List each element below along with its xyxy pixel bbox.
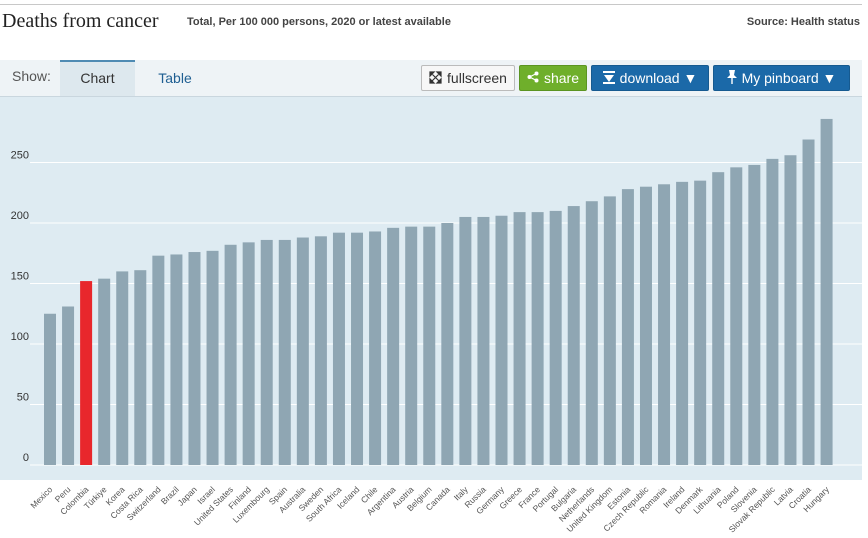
bar-mexico[interactable] [44, 313, 56, 465]
page-subtitle: Total, Per 100 000 persons, 2020 or late… [187, 16, 451, 28]
x-category-label: Mexico [28, 484, 54, 510]
bar-belgium[interactable] [423, 226, 436, 465]
bar-austria[interactable] [405, 226, 418, 465]
bar-spain[interactable] [278, 239, 291, 465]
download-arrow-icon [602, 70, 615, 86]
bar-south-africa[interactable] [332, 232, 345, 465]
top-rule [0, 4, 862, 5]
bar-sweden[interactable] [314, 236, 327, 465]
x-category-label: Japan [175, 484, 199, 508]
pin-icon [726, 70, 737, 86]
bar-united-kingdom[interactable] [603, 196, 616, 465]
share-nodes-icon [527, 71, 539, 85]
bar-romania[interactable] [658, 184, 671, 465]
bar-france[interactable] [531, 212, 544, 465]
bar-israel[interactable] [206, 250, 219, 465]
bar-colombia[interactable] [80, 281, 93, 465]
bar-italy[interactable] [459, 216, 472, 465]
show-label: Show: [12, 68, 51, 84]
bar-japan[interactable] [188, 252, 201, 465]
bar-united-states[interactable] [224, 244, 237, 465]
fullscreen-button[interactable]: fullscreen [421, 65, 515, 91]
bar-czech-republic[interactable] [639, 186, 652, 465]
bar-lithuania[interactable] [712, 172, 725, 465]
bar-finland[interactable] [242, 242, 255, 465]
bar-costa-rica[interactable] [134, 270, 147, 465]
bar-estonia[interactable] [621, 189, 634, 465]
bar-denmark[interactable] [694, 180, 707, 465]
bar-switzerland[interactable] [152, 255, 165, 465]
bar-slovak-republic[interactable] [766, 158, 779, 465]
bar-slovenia[interactable] [748, 164, 761, 466]
chart-toolbar: Show: Chart Table fullscreen share downl… [0, 60, 862, 97]
bar-croatia[interactable] [802, 139, 815, 465]
bar-t-rkiye[interactable] [98, 278, 111, 465]
bar-hungary[interactable] [820, 118, 833, 465]
share-button[interactable]: share [519, 65, 587, 91]
bar-chile[interactable] [369, 231, 382, 465]
bar-peru[interactable] [62, 306, 75, 465]
page-title: Deaths from cancer [2, 10, 159, 32]
bar-portugal[interactable] [549, 210, 562, 465]
bar-luxembourg[interactable] [260, 239, 273, 465]
bar-poland[interactable] [730, 167, 743, 465]
download-label: download ▼ [619, 70, 698, 86]
tab-chart[interactable]: Chart [60, 60, 135, 96]
pinboard-label: My pinboard ▼ [741, 70, 837, 86]
bar-greece[interactable] [513, 212, 526, 465]
y-tick-label: 200 [11, 210, 29, 222]
bar-netherlands[interactable] [585, 201, 598, 465]
fullscreen-label: fullscreen [447, 70, 507, 86]
share-label: share [543, 70, 580, 86]
pinboard-button[interactable]: My pinboard ▼ [713, 65, 850, 91]
bar-latvia[interactable] [784, 155, 797, 466]
bar-argentina[interactable] [387, 227, 400, 465]
y-axis-ticks: 0 50 100 150 200 250 [11, 150, 29, 465]
download-button[interactable]: download ▼ [591, 65, 709, 91]
source-link[interactable]: Source: Health status [746, 16, 860, 28]
bar-germany[interactable] [495, 215, 508, 465]
bar-bulgaria[interactable] [567, 206, 580, 465]
bar-australia[interactable] [296, 237, 309, 465]
bar-brazil[interactable] [170, 254, 183, 465]
bar-canada[interactable] [441, 223, 454, 465]
bar-russia[interactable] [477, 216, 490, 465]
bar-iceland[interactable] [351, 232, 364, 465]
y-tick-label: 100 [11, 331, 29, 343]
bars [44, 118, 833, 466]
expand-arrows-icon [429, 70, 442, 86]
y-tick-label: 250 [11, 150, 29, 162]
y-tick-label: 50 [17, 392, 29, 404]
y-tick-label: 150 [11, 271, 29, 283]
tab-table[interactable]: Table [158, 70, 192, 86]
y-tick-label: 0 [23, 452, 29, 464]
bar-korea[interactable] [116, 271, 129, 465]
bar-ireland[interactable] [676, 181, 689, 466]
